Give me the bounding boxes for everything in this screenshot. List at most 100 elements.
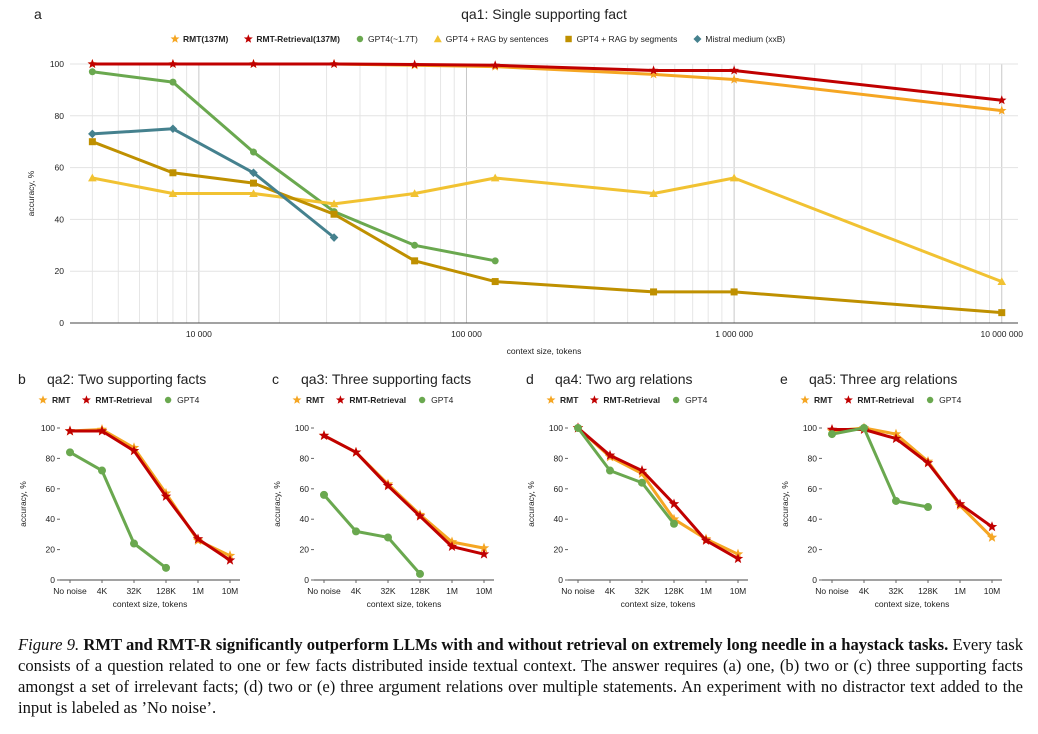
x-tick-label: 128K xyxy=(664,586,684,596)
y-tick-label: 60 xyxy=(554,484,564,494)
data-point xyxy=(98,466,106,475)
data-point xyxy=(638,478,646,487)
legend-marker xyxy=(292,395,302,404)
panel-a: a qa1: Single supporting fact 0 20 40 60 80 100… xyxy=(26,6,1023,356)
y-tick-label: 0 xyxy=(50,575,55,585)
legend-entry: RMT-Retrieval xyxy=(603,395,660,405)
y-tick-label: 60 xyxy=(300,484,310,494)
legend: RMT(137M) RMT-Retrieval(137M) GPT4(~1.7T) G… xyxy=(170,34,785,44)
x-tick-label: 4K xyxy=(97,586,108,596)
series-0 xyxy=(64,424,236,561)
x-tick-label: 32K xyxy=(634,586,649,596)
data-point xyxy=(88,138,96,146)
data-point xyxy=(924,503,932,512)
y-tick-label: 20 xyxy=(554,545,564,555)
x-tick-label: No noise xyxy=(307,586,341,596)
panel-d: d qa4: Two arg relations RMT RMT-Retrieval G… xyxy=(526,371,748,609)
legend-entry: GPT4 xyxy=(177,395,199,405)
y-axis-label: accuracy, % xyxy=(526,481,536,527)
data-point xyxy=(87,59,98,69)
x-tick-label: 1 000 000 xyxy=(715,329,753,339)
legend-marker xyxy=(243,34,253,43)
legend-marker xyxy=(418,396,426,404)
data-point xyxy=(169,169,177,177)
legend: RMT RMT-Retrieval GPT4 xyxy=(546,395,708,405)
legend-entry: RMT-Retrieval xyxy=(95,395,152,405)
legend: RMT RMT-Retrieval GPT4 xyxy=(292,395,454,405)
x-axis-label: context size, tokens xyxy=(113,599,188,609)
x-tick-label: 1M xyxy=(192,586,204,596)
legend-marker xyxy=(356,35,364,43)
x-tick-label: 128K xyxy=(410,586,430,596)
x-tick-label: 100 000 xyxy=(451,329,482,339)
data-point xyxy=(350,446,362,457)
data-point xyxy=(998,309,1006,317)
data-point xyxy=(446,541,458,552)
x-tick-label: 1M xyxy=(954,586,966,596)
data-point xyxy=(249,189,258,197)
legend-entry: GPT4(~1.7T) xyxy=(368,34,418,44)
y-tick-label: 80 xyxy=(554,453,564,463)
panel-letter-b: b xyxy=(18,371,26,387)
x-tick-label: 4K xyxy=(605,586,616,596)
series-line xyxy=(831,426,929,509)
data-point xyxy=(636,465,648,476)
x-tick-label: 4K xyxy=(859,586,870,596)
data-point xyxy=(729,173,739,182)
data-point xyxy=(192,533,204,544)
y-tick-label: 100 xyxy=(549,423,563,433)
legend-entry: Mistral medium (xxB) xyxy=(705,34,785,44)
panel-a-title: qa1: Single supporting fact xyxy=(461,6,627,22)
panel-letter-a: a xyxy=(34,6,42,22)
data-point xyxy=(411,241,419,249)
y-tick-label: 60 xyxy=(46,484,56,494)
y-tick-label: 40 xyxy=(808,514,818,524)
series-5 xyxy=(88,124,339,242)
legend-marker xyxy=(565,35,572,43)
legend-marker xyxy=(38,395,48,404)
y-tick-label: 40 xyxy=(55,214,65,224)
y-tick-label: 60 xyxy=(55,163,65,173)
panel-c: c qa3: Three supporting facts RMT RMT-Retri… xyxy=(272,371,494,609)
data-point xyxy=(997,95,1007,105)
data-point xyxy=(604,449,616,460)
y-tick-label: 100 xyxy=(803,423,817,433)
data-point xyxy=(352,527,360,536)
data-point xyxy=(986,531,998,542)
data-point xyxy=(729,74,739,84)
panel-letter-d: d xyxy=(526,371,534,387)
legend-entry: RMT-Retrieval xyxy=(349,395,406,405)
legend-marker xyxy=(693,35,702,43)
x-tick-label: 10 000 xyxy=(186,329,212,339)
y-tick-label: 0 xyxy=(59,318,64,328)
data-point xyxy=(414,510,426,521)
data-point xyxy=(730,288,738,296)
x-tick-label: 32K xyxy=(888,586,903,596)
y-tick-label: 20 xyxy=(46,545,56,555)
y-tick-label: 100 xyxy=(41,423,55,433)
y-tick-label: 40 xyxy=(46,514,56,524)
legend-entry: GPT4 xyxy=(685,395,707,405)
x-tick-label: 10M xyxy=(476,586,493,596)
series-0 xyxy=(572,422,744,559)
data-point xyxy=(249,148,257,156)
legend-entry: RMT xyxy=(814,395,833,405)
series-3 xyxy=(88,173,1007,285)
x-tick-label: 10M xyxy=(222,586,239,596)
data-point xyxy=(168,59,178,69)
data-point xyxy=(997,277,1007,285)
data-point xyxy=(648,65,659,75)
x-tick-label: No noise xyxy=(815,586,849,596)
legend-entry: RMT(137M) xyxy=(183,34,229,44)
data-point xyxy=(606,466,614,475)
data-point xyxy=(384,533,392,542)
x-tick-label: No noise xyxy=(561,586,595,596)
data-point xyxy=(330,210,338,218)
panel-b-title: qa2: Two supporting facts xyxy=(47,371,206,387)
data-point xyxy=(478,548,490,559)
legend-entry: RMT xyxy=(306,395,325,405)
series-1 xyxy=(87,59,1007,105)
data-point xyxy=(490,173,500,182)
legend-marker xyxy=(589,395,599,404)
data-point xyxy=(329,233,339,242)
